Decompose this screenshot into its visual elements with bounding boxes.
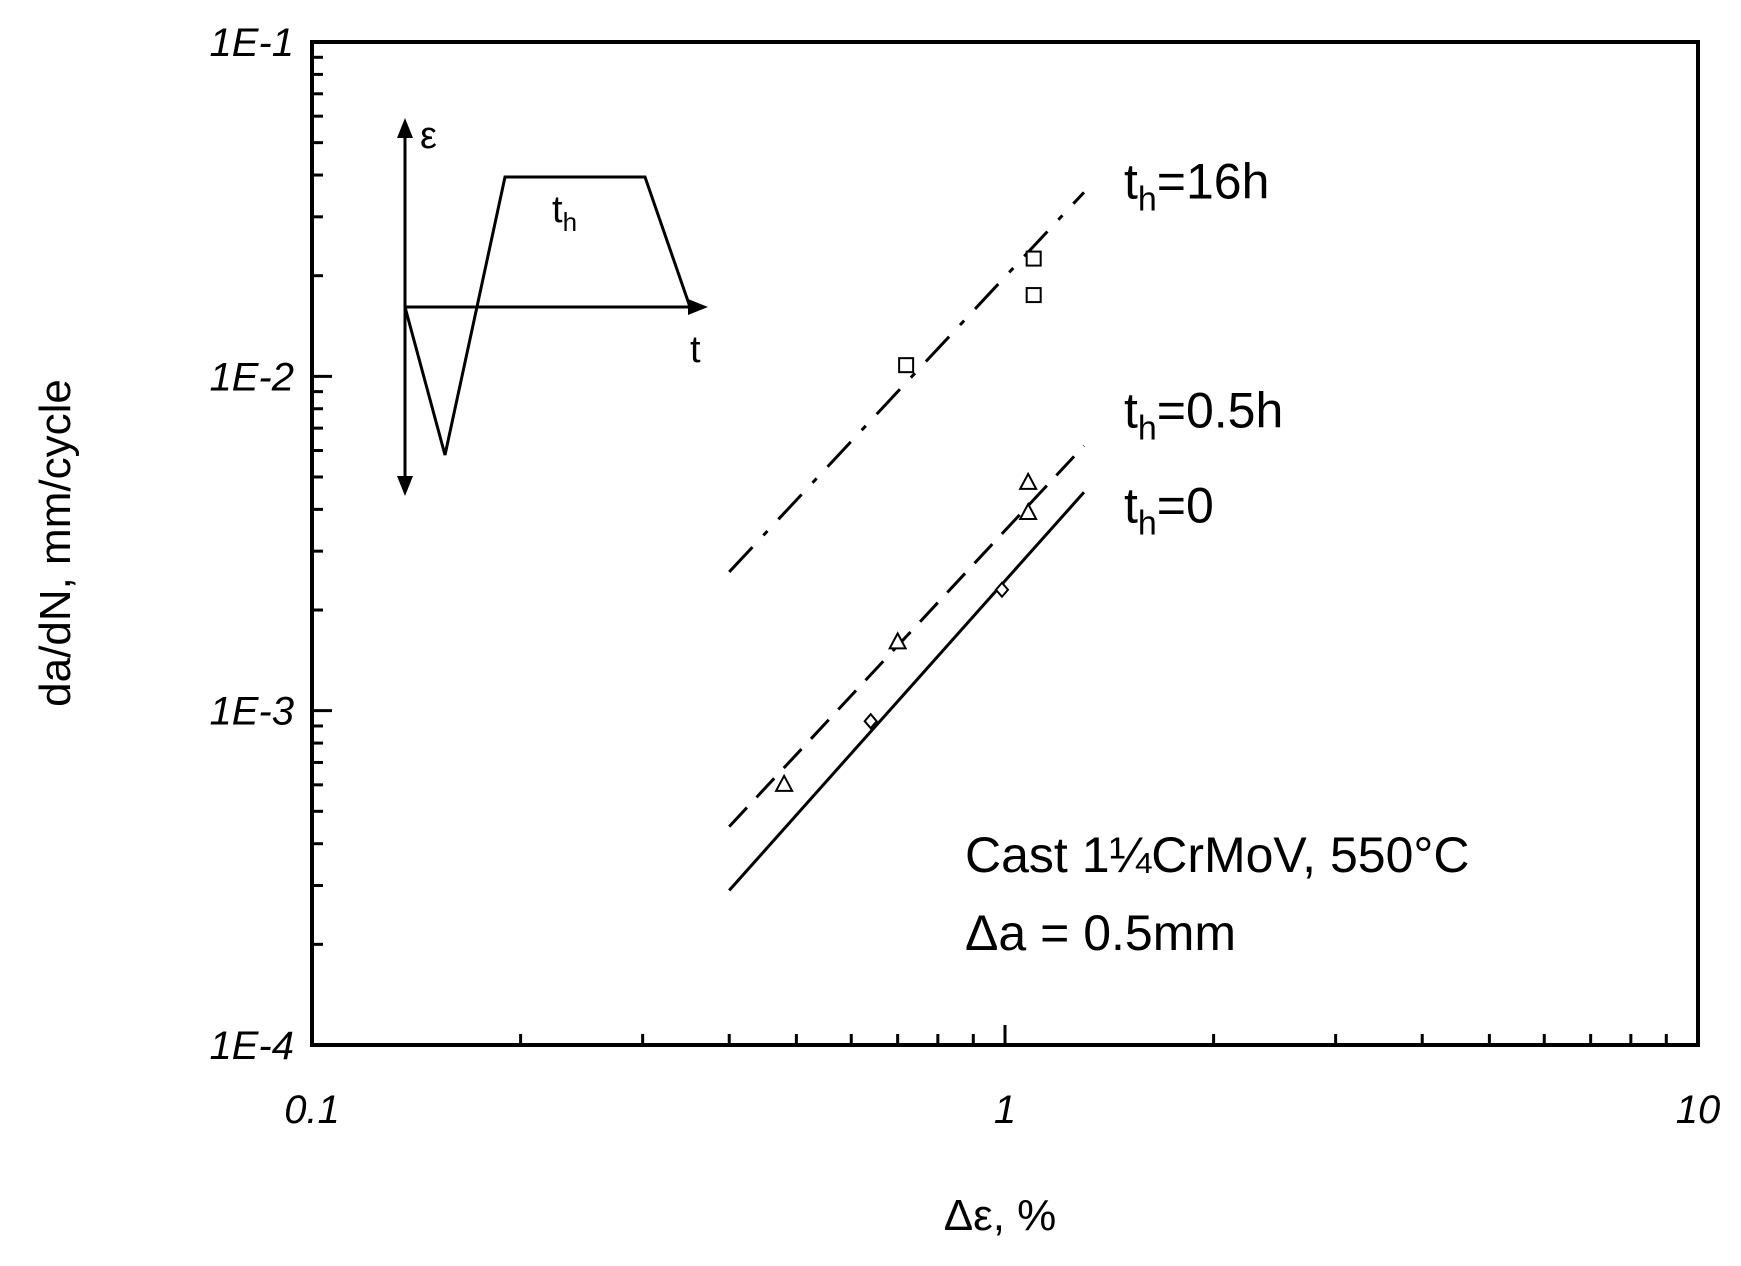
data-point-triangle [1018,471,1038,490]
y-axis-tick-labels: 1E-4 1E-3 1E-2 1E-1 [210,21,295,1068]
x-tick-label: 1 [994,1088,1016,1132]
inset-hold-label-main: t [552,189,563,231]
inset-time-arrow [688,299,708,315]
y-tick-label: 1E-4 [210,1024,295,1068]
curve-label-value: =16h [1157,153,1270,209]
fit-line-series-2 [728,444,1086,828]
x-tick-label: 0.1 [284,1088,340,1132]
fit-lines [728,191,1086,892]
data-point-triangle [774,773,794,792]
y-tick-label: 1E-2 [210,355,295,399]
curve-label-value: =0.5h [1157,383,1284,439]
curve-label-subscript: h [1138,504,1157,542]
data-point-triangle [1018,501,1038,521]
y-tick-label: 1E-1 [210,21,295,65]
data-markers [774,250,1042,792]
data-point-diamond [994,581,1010,599]
curve-label-main: t [1124,383,1138,439]
y-axis-ticks [312,55,332,1047]
x-axis-tick-labels: 0.1 1 10 [284,1088,1720,1132]
curve-label-main: t [1124,477,1138,533]
curve-label-subscript: h [1138,180,1157,218]
curve-label-series-1: th=16h [1124,153,1269,218]
material-annotation: Cast 1¼CrMoV, 550°C [965,827,1470,883]
data-point-diamond [863,712,878,730]
curve-label-series-3: th=0 [1124,477,1214,542]
y-tick-label: 1E-3 [210,690,295,734]
inset-strain-arrow-down [397,476,413,496]
data-point-square [898,357,915,374]
waveform-inset: ε t th [397,115,708,496]
data-point-triangle [887,631,908,650]
crack-increment-annotation: Δa = 0.5mm [965,905,1236,961]
data-point-square [1025,250,1042,267]
fit-line-series-1 [728,191,1086,573]
x-axis-ticks [310,1025,1668,1045]
inset-hold-label-sub: h [563,207,577,237]
x-tick-label: 10 [1676,1088,1721,1132]
inset-strain-label: ε [420,115,437,157]
plot-frame [310,40,1700,1047]
inset-hold-label: th [552,189,577,237]
curve-label-series-2: th=0.5h [1124,383,1283,448]
inset-time-label: t [690,329,701,371]
curve-label-main: t [1124,153,1138,209]
fit-line-series-3 [728,491,1086,892]
inset-waveform [403,175,692,456]
curve-label-subscript: h [1138,410,1157,448]
inset-strain-arrow-up [397,118,413,138]
x-axis-title: Δε, % [944,1191,1057,1240]
curve-label-value: =0 [1157,477,1214,533]
y-axis-title: da/dN, mm/cycle [31,379,80,707]
data-point-square [1025,287,1042,304]
